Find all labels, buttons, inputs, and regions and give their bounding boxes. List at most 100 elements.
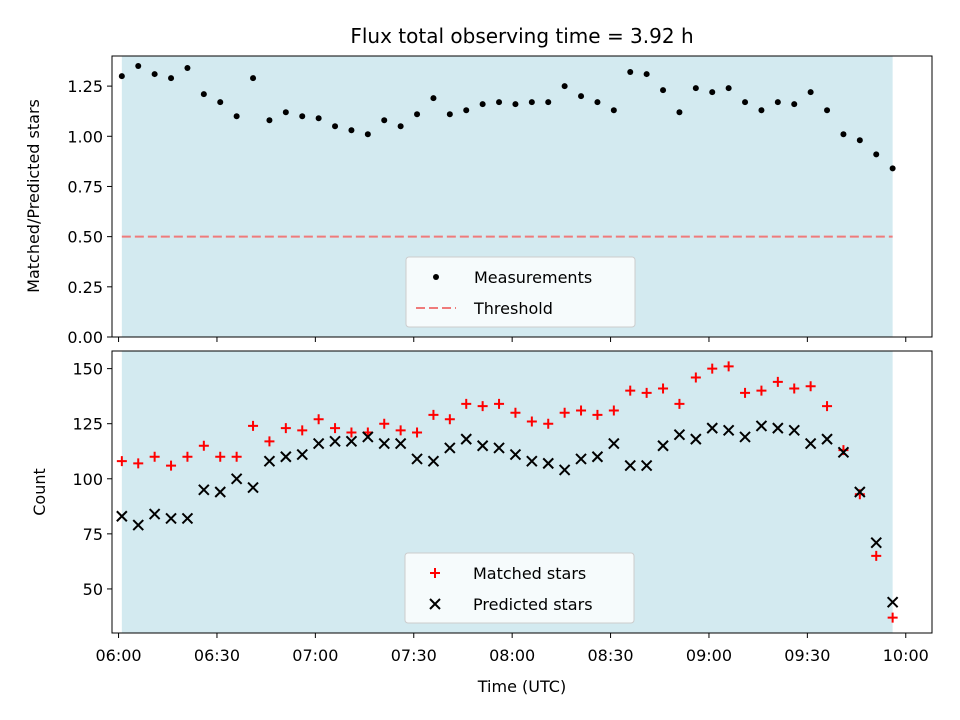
matched-star-point bbox=[756, 385, 767, 396]
predicted-star-point bbox=[870, 536, 882, 549]
y-tick-label: 1.00 bbox=[67, 127, 103, 146]
measurement-point bbox=[364, 131, 371, 138]
predicted-star-point bbox=[148, 508, 161, 520]
measurement-point bbox=[643, 71, 650, 78]
y-tick-label: 100 bbox=[72, 470, 103, 489]
predicted-star-point bbox=[854, 486, 866, 498]
measurement-point bbox=[168, 75, 175, 82]
predicted-star-point bbox=[296, 448, 308, 461]
measurement-point bbox=[381, 117, 388, 124]
predicted-star-point bbox=[755, 420, 768, 432]
measurement-point bbox=[430, 95, 437, 102]
matched-star-point bbox=[559, 407, 570, 418]
matched-star-point bbox=[608, 405, 619, 416]
measurement-point bbox=[791, 101, 798, 108]
measurement-point bbox=[709, 89, 716, 96]
matched-star-point bbox=[510, 407, 521, 418]
measurement-point bbox=[660, 87, 667, 94]
matched-star-point bbox=[198, 440, 209, 451]
matched-star-point bbox=[330, 423, 341, 434]
matched-star-point bbox=[477, 401, 488, 412]
legend-box bbox=[405, 256, 636, 328]
predicted-star-point bbox=[837, 446, 850, 459]
matched-star-point bbox=[822, 401, 833, 412]
matched-star-point bbox=[231, 451, 242, 462]
matched-star-point bbox=[182, 451, 193, 462]
measurement-point bbox=[578, 93, 585, 100]
predicted-star-point bbox=[772, 422, 784, 434]
legend-measurement-swatch bbox=[433, 274, 439, 280]
measurement-point bbox=[151, 71, 158, 78]
predicted-star-point bbox=[804, 437, 817, 450]
predicted-star-point bbox=[427, 455, 440, 467]
x-tick-label: 07:00 bbox=[292, 646, 338, 665]
measurement-point bbox=[627, 69, 634, 76]
predicted-star-point bbox=[460, 433, 472, 445]
predicted-star-point bbox=[214, 486, 226, 498]
measurement-point bbox=[807, 89, 814, 96]
y-tick-label: 150 bbox=[72, 360, 103, 379]
measurement-point bbox=[479, 101, 486, 108]
axes-frame bbox=[111, 55, 933, 338]
matched-star-point bbox=[592, 409, 603, 420]
measurement-point bbox=[446, 111, 453, 118]
matched-star-point bbox=[543, 418, 554, 429]
predicted-star-point bbox=[411, 453, 423, 465]
matched-star-point bbox=[166, 460, 177, 471]
y-tick-label: 0.50 bbox=[67, 228, 103, 247]
series-measurements bbox=[118, 63, 896, 172]
legend: Matched stars Predicted stars bbox=[404, 552, 635, 624]
matched-star-point bbox=[674, 398, 685, 409]
measurement-point bbox=[742, 99, 749, 106]
matched-star-point bbox=[789, 383, 800, 394]
predicted-star-point bbox=[706, 422, 718, 434]
measurement-point bbox=[496, 99, 503, 106]
predicted-star-point bbox=[640, 459, 653, 472]
measurement-point bbox=[725, 85, 732, 92]
predicted-star-point bbox=[575, 453, 587, 465]
measurement-point bbox=[135, 63, 142, 70]
y-tick-label: 0.75 bbox=[67, 177, 103, 196]
predicted-star-point bbox=[329, 435, 341, 448]
measurement-point bbox=[266, 117, 273, 124]
series-predicted-stars bbox=[116, 420, 899, 608]
x-tick-label: 09:30 bbox=[784, 646, 830, 665]
matched-star-point bbox=[887, 612, 898, 623]
predicted-star-point bbox=[230, 473, 243, 485]
matched-star-point bbox=[740, 387, 751, 398]
predicted-star-point bbox=[165, 512, 177, 525]
y-axis-label-bottom: Count bbox=[30, 468, 49, 516]
predicted-star-point bbox=[394, 437, 407, 450]
measurement-point bbox=[594, 99, 601, 106]
measurement-point bbox=[250, 75, 257, 82]
chart-title: Flux total observing time = 3.92 h bbox=[350, 24, 693, 48]
predicted-star-point bbox=[608, 437, 620, 450]
predicted-star-point bbox=[247, 481, 259, 494]
matched-star-point bbox=[412, 427, 423, 438]
measurement-point bbox=[545, 99, 552, 106]
measurement-point bbox=[118, 73, 125, 80]
measurement-point bbox=[824, 107, 831, 114]
predicted-star-point bbox=[722, 424, 735, 437]
measurement-point bbox=[840, 131, 847, 138]
matched-star-point bbox=[625, 385, 636, 396]
measurement-point bbox=[315, 115, 322, 122]
predicted-star-point bbox=[591, 451, 604, 463]
predicted-star-point bbox=[542, 457, 554, 470]
legend-entry-label: Measurements bbox=[474, 268, 592, 287]
matched-star-point bbox=[641, 387, 652, 398]
predicted-star-point bbox=[821, 433, 833, 445]
x-tick-label: 06:30 bbox=[194, 646, 240, 665]
axes-frame bbox=[111, 350, 933, 634]
count-panel: Count Time (UTC) 50 75 100 125 150 06:00 06:30… bbox=[30, 350, 933, 696]
measurement-point bbox=[873, 151, 880, 158]
predicted-star-point bbox=[263, 455, 276, 467]
matched-star-point bbox=[461, 398, 472, 409]
predicted-star-point bbox=[181, 512, 194, 525]
measurement-point bbox=[856, 137, 863, 144]
y-axis-label-top: Matched/Predicted stars bbox=[24, 99, 43, 293]
matched-star-point bbox=[428, 409, 439, 420]
measurement-point bbox=[758, 107, 765, 114]
matched-star-point bbox=[297, 425, 308, 436]
matched-star-point bbox=[658, 383, 669, 394]
